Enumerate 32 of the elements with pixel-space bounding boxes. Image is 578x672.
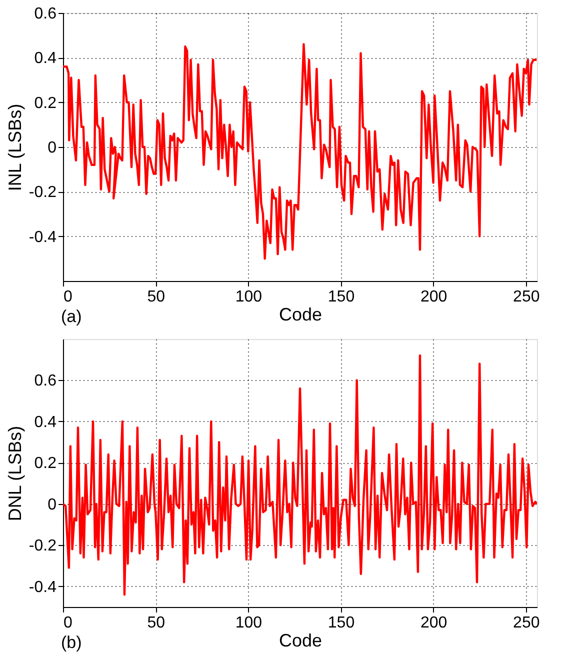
line-series	[63, 354, 537, 596]
x-tick-label: 100	[235, 614, 262, 632]
x-tick-label: 250	[513, 614, 540, 632]
x-axis-title: Code	[278, 304, 322, 324]
y-tick-label: -0.4	[28, 578, 57, 596]
y-tick-label: 0	[48, 140, 57, 156]
x-tick-label: 0	[64, 614, 72, 632]
x-tick-label: 200	[420, 614, 448, 632]
y-tick-label: 0.4	[34, 414, 57, 431]
x-tick-label: 100	[235, 288, 262, 306]
y-tick-label: -0.2	[28, 184, 57, 202]
y-tick-label: 0.6	[34, 372, 57, 390]
y-axis-title: INL (LSBs)	[4, 104, 25, 192]
x-tick-label: 250	[513, 288, 540, 306]
x-tick-label: 200	[420, 288, 448, 306]
y-tick-label: -0.2	[28, 538, 57, 555]
y-tick-label: 0.2	[34, 455, 57, 472]
line-series	[63, 43, 537, 260]
x-axis-title: Code	[278, 630, 322, 650]
x-tick-label: 150	[328, 614, 355, 632]
text: (a)	[61, 307, 82, 326]
x-tick-label: 150	[328, 288, 355, 306]
y-tick-label: -0.4	[28, 228, 57, 246]
y-axis-title: DNL (LSBs)	[4, 426, 25, 522]
text: (b)	[61, 633, 82, 652]
y-tick-label: 0.4	[34, 50, 57, 68]
y-tick-label: 0.2	[34, 94, 57, 112]
x-tick-label: 50	[147, 614, 166, 632]
y-tick-label: 0	[48, 496, 57, 514]
x-tick-label: 50	[147, 288, 166, 306]
x-tick-label: 0	[64, 288, 72, 306]
y-tick-label: 0.6	[34, 6, 57, 22]
